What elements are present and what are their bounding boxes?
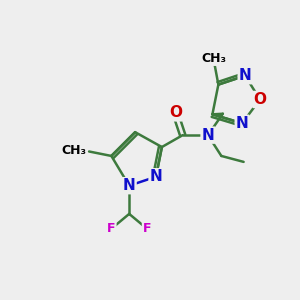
Text: N: N [150, 169, 162, 184]
Text: N: N [239, 68, 251, 83]
Text: CH₃: CH₃ [201, 52, 226, 65]
Text: O: O [169, 105, 182, 120]
Text: N: N [202, 128, 214, 142]
Text: CH₃: CH₃ [61, 143, 86, 157]
Text: N: N [123, 178, 136, 193]
Text: F: F [143, 222, 151, 235]
Text: F: F [107, 222, 116, 235]
Text: O: O [254, 92, 266, 107]
Text: N: N [236, 116, 248, 131]
